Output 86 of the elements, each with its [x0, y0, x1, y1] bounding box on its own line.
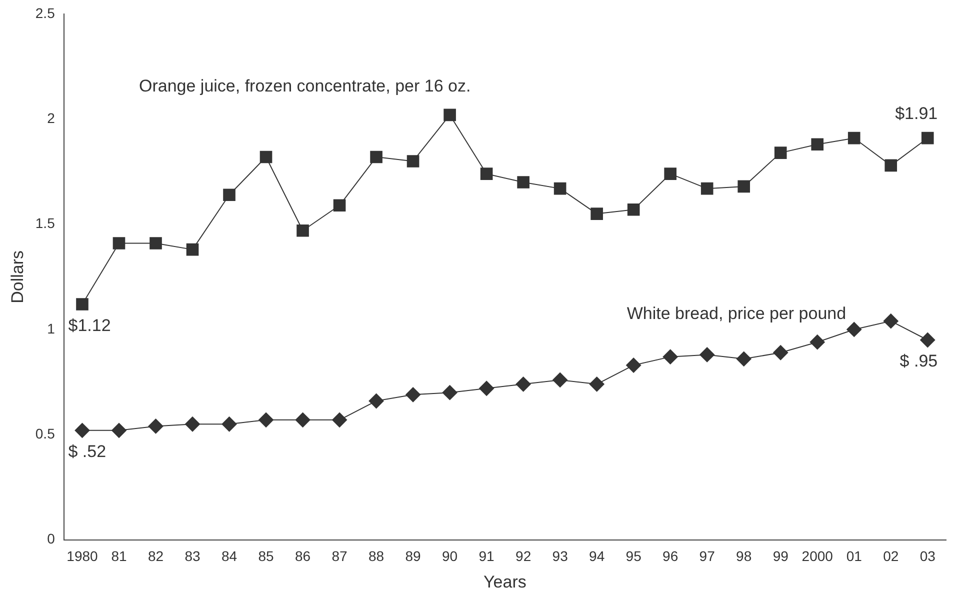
annotation: $1.91	[895, 104, 938, 123]
point	[406, 387, 421, 402]
point	[406, 155, 420, 168]
point	[884, 159, 898, 172]
y-tick-label: 1	[47, 320, 56, 336]
point	[186, 243, 199, 256]
point	[74, 422, 90, 438]
point	[222, 416, 237, 432]
annotation: $ .95	[900, 352, 938, 371]
x-tick-label: 02	[883, 548, 899, 564]
point	[260, 150, 272, 164]
point	[627, 203, 640, 216]
point	[223, 188, 236, 202]
point	[442, 385, 458, 400]
x-tick-label: 90	[442, 548, 458, 564]
point	[626, 358, 642, 373]
point	[846, 322, 862, 337]
x-tick-label: 99	[772, 548, 789, 564]
annotation: $1.12	[68, 316, 111, 335]
point	[883, 314, 898, 329]
point	[480, 168, 493, 180]
x-tick-label: 94	[589, 548, 605, 564]
y-tick-label: 2	[47, 110, 56, 126]
point	[811, 138, 824, 151]
point	[848, 132, 860, 144]
point	[76, 298, 88, 310]
point	[921, 132, 934, 144]
x-tick-label: 2000	[802, 548, 834, 564]
x-tick-label: 03	[920, 548, 936, 564]
point	[664, 168, 676, 180]
x-tick-label: 93	[552, 548, 568, 564]
point	[148, 418, 164, 434]
x-tick-label: 88	[368, 548, 384, 564]
x-tick-label: 96	[662, 548, 678, 564]
point	[295, 412, 310, 428]
x-tick-label: 82	[148, 548, 164, 564]
point	[296, 224, 309, 237]
point	[333, 199, 346, 212]
annotation: $ .52	[68, 442, 106, 462]
x-tick-label: 01	[846, 548, 862, 564]
point	[479, 380, 494, 396]
point	[773, 345, 788, 360]
point	[112, 237, 126, 250]
point	[554, 182, 566, 195]
series-label: White bread, price per pound	[626, 304, 846, 323]
x-tick-label: 83	[184, 548, 201, 564]
y-tick-label: 0.5	[35, 426, 56, 442]
x-tick-label: 95	[626, 548, 642, 564]
point	[444, 108, 456, 122]
y-tick-label: 2.5	[35, 4, 56, 21]
point	[258, 412, 274, 428]
point	[738, 180, 750, 193]
point	[590, 208, 603, 220]
point	[516, 376, 531, 392]
x-tick-label: 81	[111, 548, 127, 564]
y-tick-label: 0	[47, 530, 56, 547]
point	[662, 349, 678, 364]
point	[332, 412, 348, 428]
x-tick-label: 89	[405, 548, 422, 564]
x-tick-label: 84	[221, 548, 238, 564]
x-tick-label: 97	[699, 548, 716, 564]
x-tick-label: 86	[294, 548, 311, 564]
point	[517, 176, 530, 188]
point	[370, 150, 382, 164]
point	[700, 182, 714, 195]
x-tick-label: 1980	[66, 548, 98, 564]
series-label: Orange juice, frozen concentrate, per 16 oz.	[138, 76, 471, 96]
x-tick-label: 91	[478, 548, 495, 564]
x-tick-label: 92	[516, 548, 532, 564]
point	[368, 393, 384, 408]
point	[736, 351, 752, 366]
point	[920, 332, 936, 348]
x-axis-title: Years	[484, 572, 526, 592]
point	[150, 237, 162, 250]
point	[185, 416, 200, 432]
point	[589, 376, 604, 392]
y-axis-title: Dollars	[8, 250, 27, 304]
x-tick-label: 87	[332, 548, 348, 564]
point	[774, 146, 787, 159]
point	[552, 372, 568, 388]
y-tick-label: 1.5	[35, 215, 56, 232]
point	[810, 334, 825, 350]
point	[111, 422, 126, 438]
x-tick-label: 98	[736, 548, 752, 564]
x-tick-label: 85	[258, 548, 274, 564]
point	[700, 347, 715, 362]
